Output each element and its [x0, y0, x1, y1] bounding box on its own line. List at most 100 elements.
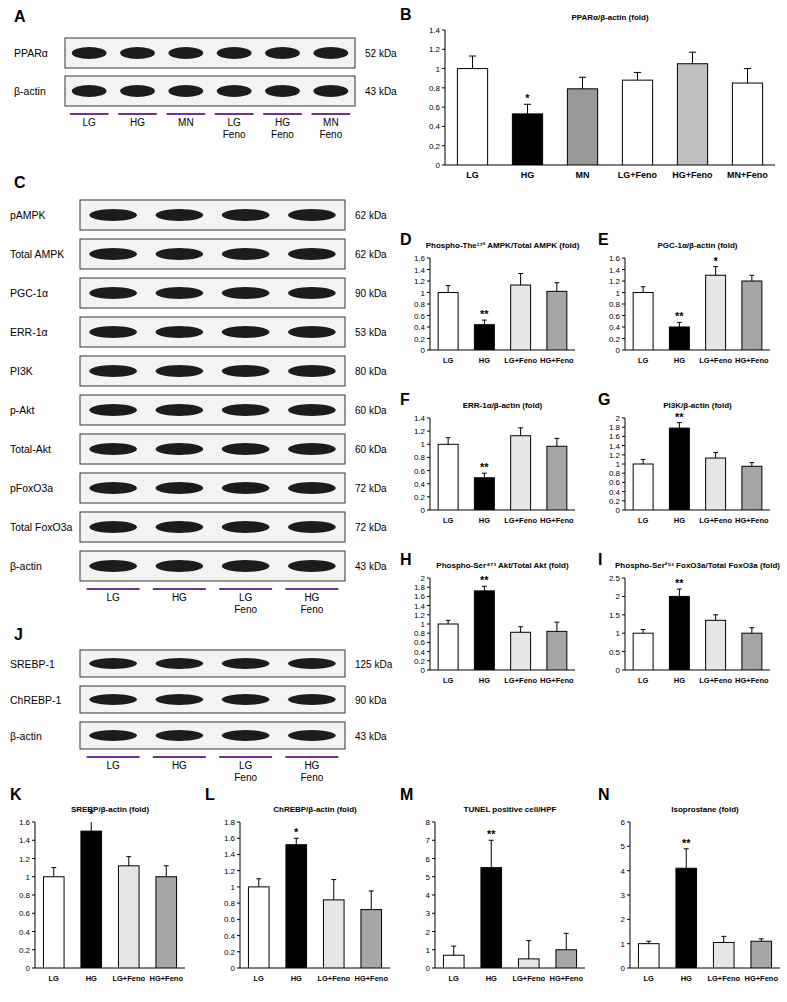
y-tick-label: 0.8 — [414, 629, 426, 638]
x-tick-label: LG+Feno — [707, 974, 740, 983]
x-tick-label: HG — [674, 516, 685, 525]
error-bar — [677, 423, 682, 429]
y-tick-label: 1.4 — [609, 442, 621, 451]
y-tick — [432, 968, 435, 969]
significance: ** — [480, 574, 489, 586]
y-tick — [427, 624, 430, 625]
error-line — [448, 286, 449, 293]
band — [222, 248, 270, 260]
bar — [511, 632, 531, 670]
x-tick-label: HG+Feno — [540, 676, 574, 685]
marks — [248, 838, 381, 968]
x-tick-label: HG+Feno — [672, 170, 713, 180]
chart-title: PPARα/β-actin (fold) — [571, 13, 649, 22]
error-line — [448, 620, 449, 624]
y-tick — [622, 454, 625, 455]
bar — [622, 80, 652, 165]
x-tick-label: LG+Feno — [699, 676, 732, 685]
y-tick-label: 6 — [426, 855, 431, 864]
y-tick-label: 1 — [231, 883, 236, 892]
error-cap — [469, 56, 476, 57]
band — [156, 658, 204, 669]
y-tick — [622, 436, 625, 437]
band — [288, 658, 336, 669]
lane-underline — [167, 113, 206, 115]
y-tick — [432, 895, 435, 896]
band — [156, 694, 204, 705]
error-cap — [744, 68, 751, 69]
error-line — [448, 438, 449, 445]
bar — [248, 887, 269, 968]
panel-letter: D — [400, 231, 412, 248]
size-label: 60 kDa — [355, 405, 387, 416]
bar-chart: HPhospho-Ser⁴⁷³ Akt/Total Akt (fold)00.2… — [400, 551, 575, 685]
bar — [567, 89, 597, 165]
band — [217, 47, 252, 59]
chart-title: PGC-1α/β-actin (fold) — [657, 241, 737, 250]
significance: ** — [675, 310, 684, 322]
protein-label: pAMPK — [10, 209, 46, 221]
y-tick-label: 0.8 — [224, 899, 236, 908]
y-tick — [427, 651, 430, 652]
band — [313, 85, 348, 97]
bar — [676, 868, 697, 968]
y-tick — [427, 642, 430, 643]
error-bar — [641, 287, 646, 293]
error-cap — [126, 856, 131, 857]
x-tick-label: LG — [449, 974, 460, 983]
y-tick — [442, 107, 445, 108]
bar — [751, 941, 772, 968]
band — [89, 694, 137, 705]
size-label: 53 kDa — [355, 327, 387, 338]
error-line — [491, 840, 492, 867]
y-tick-label: 1.2 — [414, 611, 426, 620]
y-tick-label: 1 — [621, 940, 626, 949]
error-line — [692, 52, 693, 64]
y-tick — [427, 483, 430, 484]
y-tick-label: 2 — [616, 414, 621, 423]
band — [288, 287, 336, 299]
y-tick-label: 0.8 — [414, 453, 426, 462]
blot-strip — [80, 512, 345, 542]
band — [89, 365, 137, 377]
y-tick — [442, 145, 445, 146]
lane-label: LG — [106, 760, 120, 771]
bar-chart: GPI3K/β-actin (fold)00.20.40.60.811.21.4… — [598, 391, 770, 525]
error-line — [484, 320, 485, 325]
error-bar — [554, 438, 559, 446]
y-tick — [627, 895, 630, 896]
lane-underline — [263, 113, 302, 115]
panel-letter: K — [10, 786, 22, 803]
y-tick — [237, 968, 240, 969]
western-blot: APPARα52 kDaβ-actin43 kDaLGHGMNLGFenoHGF… — [14, 8, 397, 140]
panel-letter: I — [598, 551, 602, 568]
y-tick — [442, 68, 445, 69]
error-bar — [446, 438, 451, 445]
bar — [638, 944, 659, 968]
bar — [474, 591, 494, 670]
bar — [633, 464, 653, 510]
bar — [669, 596, 689, 670]
y-tick — [627, 822, 630, 823]
lane-label-line: HG — [304, 592, 319, 603]
y-tick-label: 0 — [426, 964, 431, 973]
y-tick — [32, 840, 35, 841]
y-tick — [627, 943, 630, 944]
error-bar — [579, 77, 586, 89]
band — [89, 209, 137, 221]
y-tick-label: 0 — [421, 666, 426, 675]
y-tick — [622, 445, 625, 446]
y-tick-label: 0.2 — [609, 497, 621, 506]
x-tick-label: HG+Feno — [735, 516, 769, 525]
band — [156, 482, 204, 494]
error-bar — [721, 936, 726, 942]
y-tick — [427, 470, 430, 471]
blot-strip — [80, 650, 345, 677]
error-line — [166, 866, 167, 877]
band — [89, 482, 137, 494]
y-tick-label: 0.4 — [19, 928, 31, 937]
y-tick-label: 0 — [421, 346, 426, 355]
y-tick-label: 0.2 — [19, 946, 31, 955]
y-tick — [427, 350, 430, 351]
lane-underline — [153, 756, 206, 758]
